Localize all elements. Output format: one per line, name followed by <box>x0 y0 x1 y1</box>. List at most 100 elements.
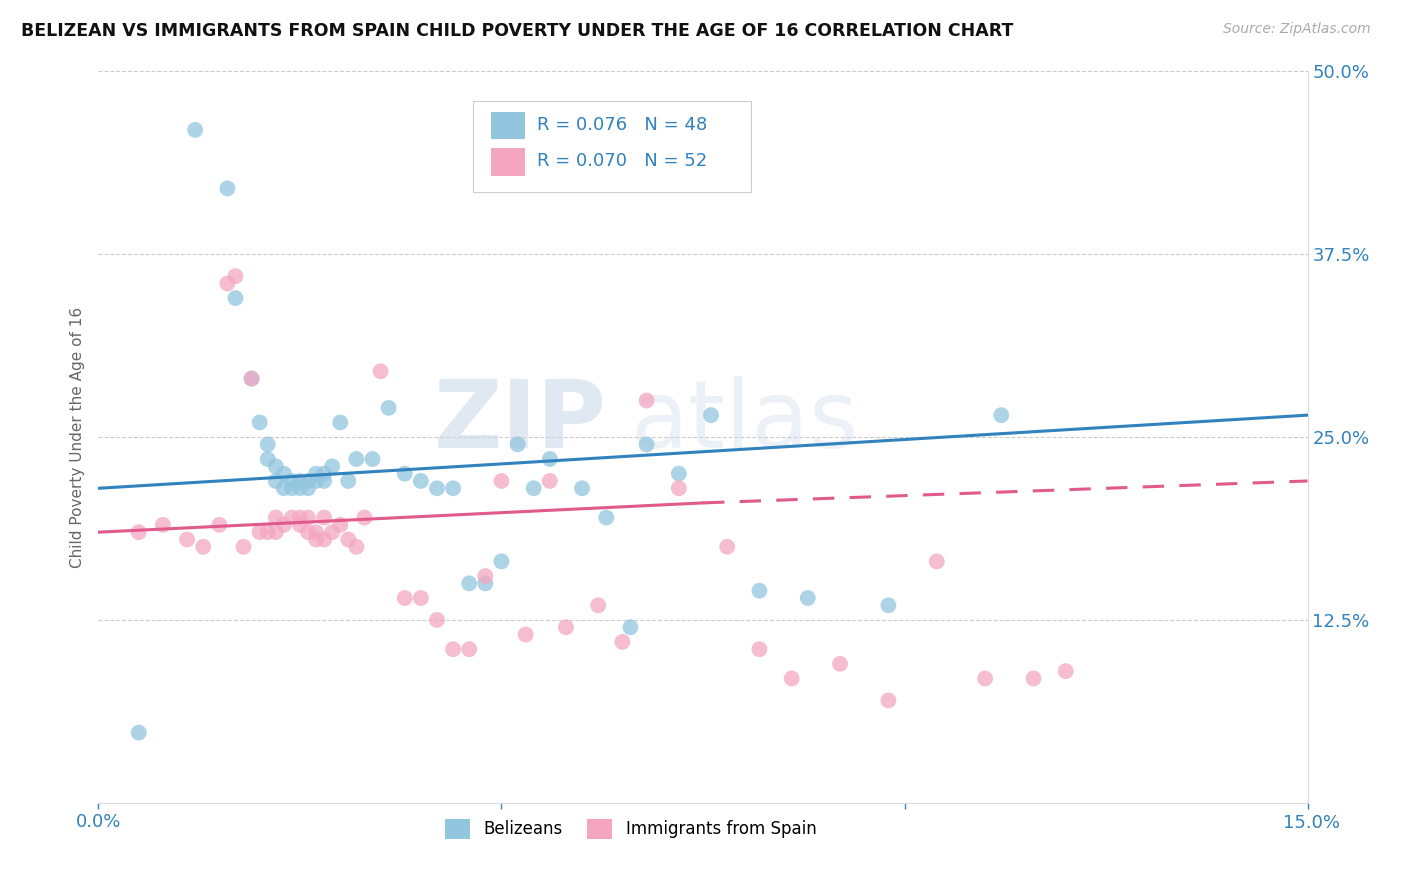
Point <box>409 591 432 605</box>
Point <box>281 474 304 488</box>
Point <box>426 613 449 627</box>
Point <box>329 416 352 430</box>
Point <box>321 525 343 540</box>
Point <box>491 474 513 488</box>
Point <box>256 525 278 540</box>
Point <box>506 437 529 451</box>
Point <box>353 510 375 524</box>
Point <box>458 642 481 657</box>
Point <box>314 467 336 481</box>
Point <box>288 474 311 488</box>
Point <box>297 525 319 540</box>
Point <box>619 620 641 634</box>
Point <box>344 540 367 554</box>
Point <box>877 599 900 613</box>
Point <box>321 459 343 474</box>
Point <box>555 620 578 634</box>
Point <box>925 554 948 568</box>
Point <box>305 467 328 481</box>
Point <box>240 371 263 385</box>
Point <box>256 437 278 451</box>
Point <box>586 599 609 613</box>
Point <box>232 540 254 554</box>
Point <box>877 693 900 707</box>
Point <box>1054 664 1077 678</box>
Point <box>176 533 198 547</box>
Point <box>305 525 328 540</box>
Text: BELIZEAN VS IMMIGRANTS FROM SPAIN CHILD POVERTY UNDER THE AGE OF 16 CORRELATION : BELIZEAN VS IMMIGRANTS FROM SPAIN CHILD … <box>21 22 1014 40</box>
Point <box>612 635 634 649</box>
Point <box>780 672 803 686</box>
Point <box>249 525 271 540</box>
Point <box>256 452 278 467</box>
Point <box>370 364 392 378</box>
Point <box>305 474 328 488</box>
Point <box>314 510 336 524</box>
Point <box>314 474 336 488</box>
Point <box>288 517 311 532</box>
Point <box>264 525 287 540</box>
Point <box>288 510 311 524</box>
Point <box>361 452 384 467</box>
Point <box>595 510 617 524</box>
Point <box>538 452 561 467</box>
Point <box>394 467 416 481</box>
Point <box>474 569 496 583</box>
Point <box>716 540 738 554</box>
Text: R = 0.076   N = 48: R = 0.076 N = 48 <box>537 116 707 134</box>
Point <box>828 657 851 671</box>
Point <box>797 591 820 605</box>
Point <box>458 576 481 591</box>
Text: R = 0.070   N = 52: R = 0.070 N = 52 <box>537 153 707 170</box>
Point <box>128 725 150 739</box>
Point <box>264 459 287 474</box>
Text: 15.0%: 15.0% <box>1284 814 1340 832</box>
Point <box>515 627 537 641</box>
Point <box>224 291 246 305</box>
Point <box>297 510 319 524</box>
Point <box>974 672 997 686</box>
Point <box>491 554 513 568</box>
Point <box>217 277 239 291</box>
Point <box>152 517 174 532</box>
Point <box>748 642 770 657</box>
Point <box>224 269 246 284</box>
Legend: Belizeans, Immigrants from Spain: Belizeans, Immigrants from Spain <box>437 812 823 846</box>
Point <box>748 583 770 598</box>
Point <box>240 371 263 385</box>
Point <box>344 452 367 467</box>
Point <box>1022 672 1045 686</box>
Point <box>377 401 399 415</box>
Point <box>217 181 239 195</box>
Bar <box>492 112 526 139</box>
Point <box>128 525 150 540</box>
Text: ZIP: ZIP <box>433 376 606 468</box>
Y-axis label: Child Poverty Under the Age of 16: Child Poverty Under the Age of 16 <box>69 307 84 567</box>
Point <box>329 517 352 532</box>
Point <box>636 393 658 408</box>
Point <box>297 474 319 488</box>
Point <box>636 437 658 451</box>
Text: atlas: atlas <box>630 376 859 468</box>
Point <box>193 540 215 554</box>
Point <box>249 416 271 430</box>
Point <box>264 474 287 488</box>
Point <box>288 481 311 495</box>
Text: Source: ZipAtlas.com: Source: ZipAtlas.com <box>1223 22 1371 37</box>
Point <box>441 481 464 495</box>
Point <box>990 408 1012 422</box>
Point <box>281 481 304 495</box>
Point <box>281 510 304 524</box>
Point <box>273 467 295 481</box>
Point <box>264 510 287 524</box>
Point <box>538 474 561 488</box>
Point <box>394 591 416 605</box>
Point <box>668 481 690 495</box>
Point <box>273 481 295 495</box>
Point <box>184 123 207 137</box>
Point <box>337 474 360 488</box>
Point <box>441 642 464 657</box>
Point <box>426 481 449 495</box>
Point <box>314 533 336 547</box>
Point <box>273 517 295 532</box>
